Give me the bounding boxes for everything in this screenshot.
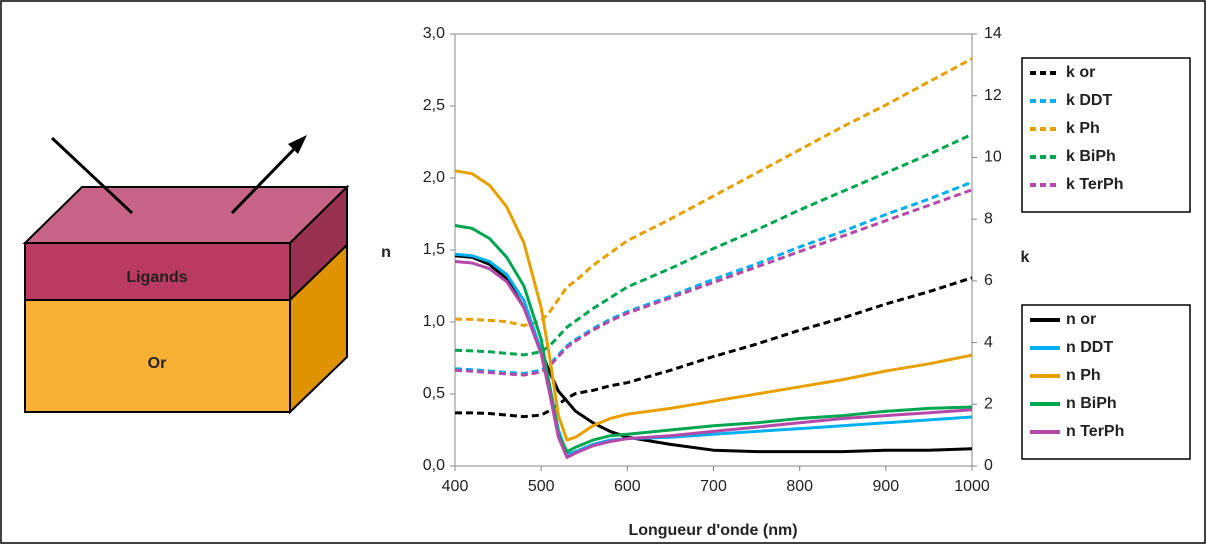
y-tick-label: 2,0 (423, 169, 445, 186)
gold-layer (24, 299, 291, 413)
x-tick-label: 500 (528, 478, 555, 495)
n-line (454, 260, 973, 459)
legend-label: k BiPh (1066, 148, 1116, 165)
x-tick-label: 900 (872, 478, 899, 495)
legend-label: k DDT (1066, 92, 1112, 109)
y2-axis-label: k (1021, 249, 1030, 266)
y-tick-label: 2,5 (423, 97, 445, 114)
y2-tick-label: 14 (984, 25, 1002, 42)
x-tick-label: 1000 (954, 478, 990, 495)
y-tick-label: 0,0 (423, 457, 445, 474)
legend-label: k or (1066, 64, 1095, 81)
k-line (455, 276, 973, 419)
legend-label: k Ph (1066, 120, 1100, 137)
ligand-layer (24, 242, 291, 301)
y-tick-label: 1,5 (423, 241, 445, 258)
k-line (454, 188, 973, 377)
layer-label: Or (148, 355, 167, 372)
y2-tick-label: 10 (984, 149, 1002, 166)
k-line (454, 57, 973, 328)
y2-tick-label: 12 (984, 87, 1002, 104)
reflected-ray (230, 143, 300, 215)
y2-tick-label: 6 (984, 272, 993, 289)
n-line (454, 224, 973, 454)
n-line (454, 169, 973, 442)
k-line (454, 132, 973, 357)
y2-tick-label: 2 (984, 396, 993, 413)
legend-label: k TerPh (1066, 176, 1124, 193)
y-tick-label: 3,0 (423, 25, 445, 42)
x-axis-label: Longueur d'onde (nm) (628, 522, 797, 539)
y2-tick-label: 0 (984, 457, 993, 474)
legend-label: n Ph (1066, 367, 1101, 384)
layer-label: Ligands (126, 269, 187, 286)
legend-label: n DDT (1066, 339, 1113, 356)
arrow-head (288, 135, 307, 154)
y2-tick-label: 8 (984, 210, 993, 227)
x-tick-label: 600 (614, 478, 641, 495)
x-tick-label: 800 (786, 478, 813, 495)
legend-label: n BiPh (1066, 395, 1117, 412)
y-tick-label: 1,0 (423, 313, 445, 330)
k-line (454, 180, 973, 375)
incident-ray (50, 136, 134, 215)
y-axis-label: n (381, 244, 391, 261)
y2-tick-label: 4 (984, 334, 993, 351)
y-tick-label: 0,5 (423, 385, 445, 402)
legend-label: n or (1066, 311, 1096, 328)
x-tick-label: 700 (700, 478, 727, 495)
legend-label: n TerPh (1066, 423, 1124, 440)
x-tick-label: 400 (442, 478, 469, 495)
layer-diagram: Ligands Or (22, 135, 350, 415)
